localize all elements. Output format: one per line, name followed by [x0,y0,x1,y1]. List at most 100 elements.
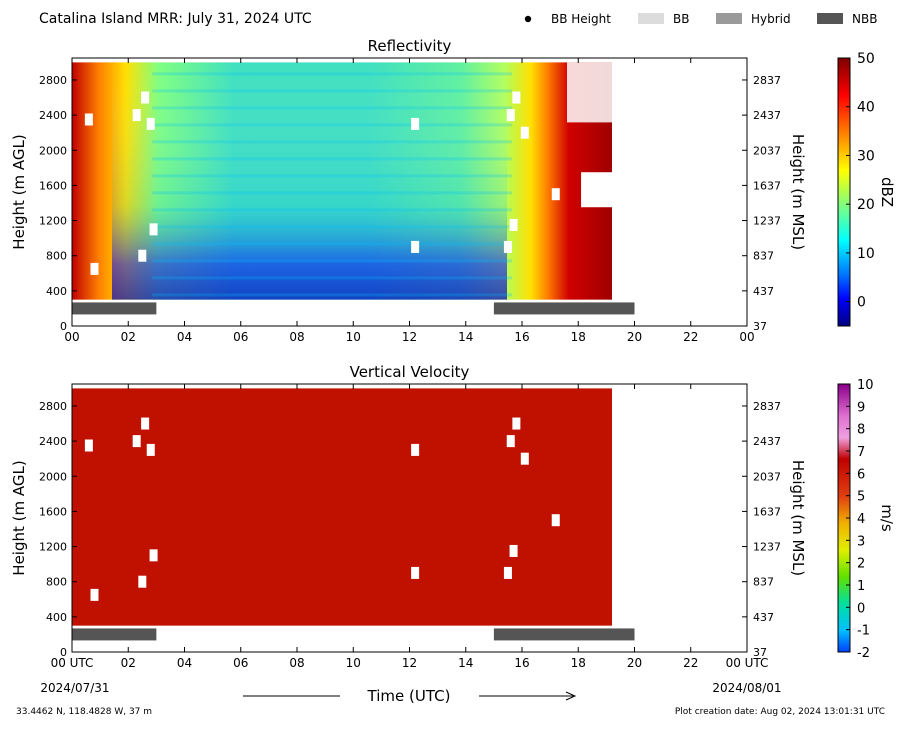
colorbar-tick-label: 7 [857,445,865,460]
missing-data-speck [90,262,99,275]
x-tick-label: 14 [458,656,473,670]
colorbar-tick-label: 0 [857,295,866,311]
x-tick-label: 08 [289,656,304,670]
legend-item-bb-height: BB Height [524,12,611,26]
y-tick-label: 1200 [39,215,67,228]
colorbar-tick-label: 9 [857,400,865,415]
x-tick-label: 04 [177,330,192,344]
x-tick-label: 12 [402,330,417,344]
x-tick-label: 14 [458,330,473,344]
legend-swatch [817,13,843,24]
legend-swatch [716,13,742,24]
colorbar-tick-label: 8 [857,423,865,438]
reflectivity-low-layer [112,62,507,300]
echo-gap [567,62,612,123]
legend-label: NBB [852,12,877,26]
reflectivity-band [152,276,512,280]
x-tick-label: 16 [514,330,529,344]
legend-item-bb: BB [638,12,689,26]
legend-item-nbb: NBB [817,12,877,26]
reflectivity-band [152,191,512,195]
colorbar-tick-label: 40 [857,100,875,116]
time-arrow-head [565,691,577,701]
colorbar-label: dBZ [878,177,896,207]
missing-data-speck [141,91,150,104]
colorbar-tick-label: 50 [857,51,875,67]
y-tick-label: 2800 [39,400,67,413]
legend-swatch [638,13,664,24]
colorbar-tick-label: 2 [857,557,865,572]
x-tick-label: 08 [289,330,304,344]
bright-band-bar-nbb [493,302,635,315]
figure-title: Catalina Island MRR: July 31, 2024 UTC [39,11,312,27]
colorbar-tick-label: -1 [857,624,870,639]
bright-band-bar-nbb [493,628,635,641]
missing-data-speck [146,117,155,130]
y-axis-label-right: Height (m MSL) [789,134,807,250]
missing-data-speck [84,439,93,452]
reflectivity-band [152,106,512,110]
x-tick-label: 00 [739,330,754,344]
missing-data-speck [149,223,158,236]
bright-band-bar-nbb [72,302,157,315]
colorbar-tick-label: 10 [857,246,875,262]
y-tick-label: 800 [46,250,67,263]
y-tick-label-right: 2837 [753,400,781,413]
x-tick-label: 20 [627,330,642,344]
missing-data-speck [411,240,420,253]
missing-data-speck [503,566,512,579]
x-tick-label: 22 [683,656,698,670]
x-axis-label: Time (UTC) [367,687,451,705]
y-tick-label-right: 2037 [753,470,781,483]
y-tick-label: 2000 [39,470,67,483]
x-tick-label: 10 [346,656,361,670]
missing-data-speck [411,443,420,456]
y-tick-label: 400 [46,611,67,624]
missing-data-speck [506,109,515,122]
legend-dot-icon [524,15,532,23]
missing-data-speck [503,240,512,253]
y-tick-label-right: 837 [753,250,774,263]
y-tick-label: 0 [60,320,67,333]
y-tick-label-right: 2437 [753,435,781,448]
x-tick-label: 06 [233,330,248,344]
y-tick-label-right: 1237 [753,541,781,554]
y-tick-label: 2800 [39,74,67,87]
reflectivity-band [152,123,512,127]
missing-data-speck [84,113,93,126]
y-tick-label-right: 1237 [753,215,781,228]
missing-data-speck [411,117,420,130]
missing-data-speck [512,91,521,104]
x-tick-label: 12 [402,656,417,670]
colorbar-tick-label: 30 [857,148,875,164]
reflectivity-panel: 00 02 04 06 08 10 12 14 16 18 20 22 0004008001200160… [10,37,896,344]
date-end: 2024/08/01 [712,681,781,695]
x-tick-label: 20 [627,656,642,670]
colorbar [837,57,851,327]
y-tick-label-right: 2837 [753,74,781,87]
missing-data-speck [411,566,420,579]
missing-data-speck [132,435,141,448]
colorbar-tick-label: 1 [857,579,865,594]
reflectivity-band [152,72,512,76]
y-tick-label: 1600 [39,179,67,192]
y-tick-label-right: 37 [753,646,767,659]
missing-data-speck [551,188,560,201]
x-tick-label: 00 UTC [51,656,94,670]
y-tick-label-right: 437 [753,285,774,298]
y-tick-label-right: 1637 [753,505,781,518]
data-field [72,388,612,626]
vertical-velocity-panel: 00 UTC 02 04 06 08 10 12 14 16 18 20 22 00 UTC040080… [10,363,896,670]
y-tick-label-right: 2037 [753,144,781,157]
reflectivity-band [152,225,512,229]
reflectivity-band [152,208,512,212]
x-tick-label: 18 [571,656,586,670]
legend-label: BB Height [551,12,611,26]
missing-data-speck [138,249,147,262]
reflectivity-band [152,259,512,263]
colorbar-tick-label: 3 [857,534,865,549]
y-tick-label: 2400 [39,435,67,448]
legend-label: BB [673,12,689,26]
data-field [72,62,642,300]
